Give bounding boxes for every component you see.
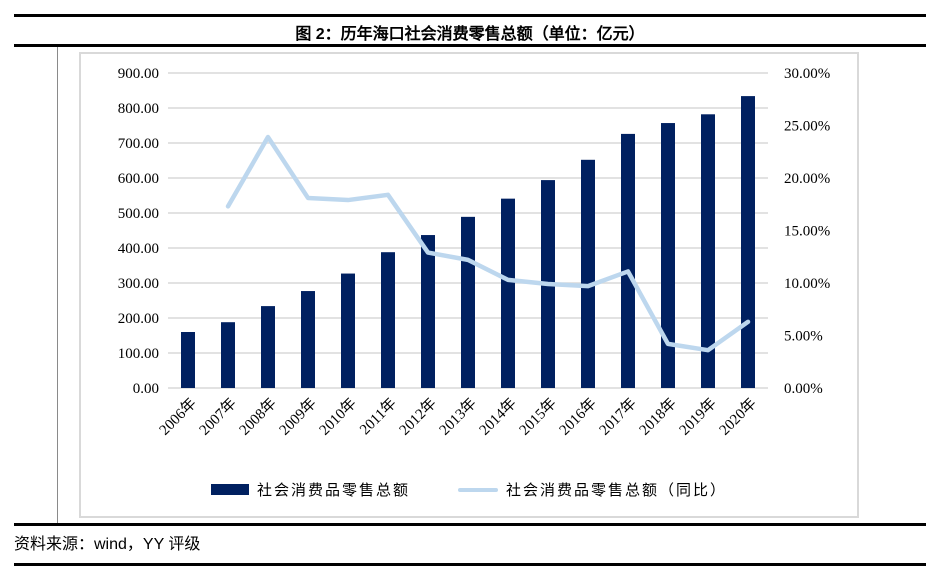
y-axis-tick-label-left: 100.00	[118, 346, 159, 362]
y-axis-tick-label-right: 30.00%	[784, 66, 830, 82]
y-axis-tick-label-left: 0.00	[133, 381, 159, 397]
bar	[581, 159, 595, 388]
bottom-rule-line	[14, 563, 926, 566]
chart-legend: 社会消费品零售总额 社会消费品零售总额（同比）	[81, 479, 857, 500]
y-axis-tick-label-left: 900.00	[118, 66, 159, 82]
bar	[741, 96, 755, 388]
legend-item-bar-series: 社会消费品零售总额	[210, 479, 410, 500]
y-axis-tick-label-left: 600.00	[118, 171, 159, 187]
bar	[701, 114, 715, 389]
bar	[501, 198, 515, 388]
y-axis-tick-label-left: 200.00	[118, 311, 159, 327]
y-axis-tick-label-right: 5.00%	[784, 329, 823, 345]
bar	[261, 306, 275, 388]
x-axis-tick-label: 2015年	[516, 395, 560, 439]
growth-line	[225, 134, 751, 353]
x-axis-tick-label: 2019年	[676, 395, 720, 439]
bar	[181, 332, 195, 388]
source-note: 资料来源：wind，YY 评级	[14, 536, 201, 553]
x-axis-tick-label: 2013年	[436, 395, 480, 439]
legend-label: 社会消费品零售总额（同比）	[506, 483, 728, 499]
y-axis-tick-label-left: 700.00	[118, 136, 159, 152]
x-axis-tick-label: 2016年	[556, 395, 600, 439]
x-axis-tick-label: 2018年	[636, 395, 680, 439]
x-axis-tick-label: 2011年	[356, 395, 399, 438]
x-axis-tick-label: 2012年	[396, 395, 440, 439]
legend-item-line-series: 社会消费品零售总额（同比）	[458, 479, 727, 500]
chart-area: 0.00 100.00 200.00 300.00 400.00 500.00 600.00…	[79, 52, 859, 518]
y-axis-tick-label-left: 400.00	[118, 241, 159, 257]
top-rule-line	[14, 14, 926, 17]
figure-title: 图 2：历年海口社会消费零售总额（单位：亿元）	[295, 26, 645, 43]
bar	[221, 322, 235, 388]
y-axis-tick-label-right: 10.00%	[784, 276, 830, 292]
x-axis-tick-label: 2007年	[196, 395, 240, 439]
table-left-border	[57, 47, 58, 523]
y-axis-tick-label-right: 25.00%	[784, 119, 830, 135]
x-axis-tick-label: 2009年	[276, 395, 320, 439]
y-axis-tick-label-right: 15.00%	[784, 224, 830, 240]
source-top-rule-line	[14, 523, 926, 526]
combo-chart: 0.00 100.00 200.00 300.00 400.00 500.00 600.00…	[118, 66, 831, 439]
x-axis-tick-label: 2006年	[156, 395, 200, 439]
bar	[621, 133, 635, 388]
y-axis-tick-label-right: 20.00%	[784, 171, 830, 187]
bar	[341, 273, 355, 388]
y-axis-tick-label-right: 0.00%	[784, 381, 823, 397]
bar	[461, 216, 475, 388]
bar	[381, 252, 395, 388]
title-bottom-rule-line	[14, 44, 926, 47]
x-axis-tick-label: 2008年	[236, 395, 280, 439]
x-axis-tick-label: 2010年	[316, 395, 360, 439]
line-series-swatch	[458, 487, 498, 492]
y-axis-tick-label-left: 300.00	[118, 276, 159, 292]
x-axis-tick-label: 2017年	[596, 395, 640, 439]
legend-label: 社会消费品零售总额	[256, 483, 410, 499]
bar-series-swatch	[210, 484, 249, 495]
bar	[301, 291, 315, 388]
x-axis-tick-label: 2014年	[476, 395, 520, 439]
y-axis-tick-label-left: 500.00	[118, 206, 159, 222]
y-axis-tick-label-left: 800.00	[118, 101, 159, 117]
bar	[421, 235, 435, 388]
x-axis-tick-label: 2020年	[716, 395, 760, 439]
bar	[661, 123, 675, 389]
